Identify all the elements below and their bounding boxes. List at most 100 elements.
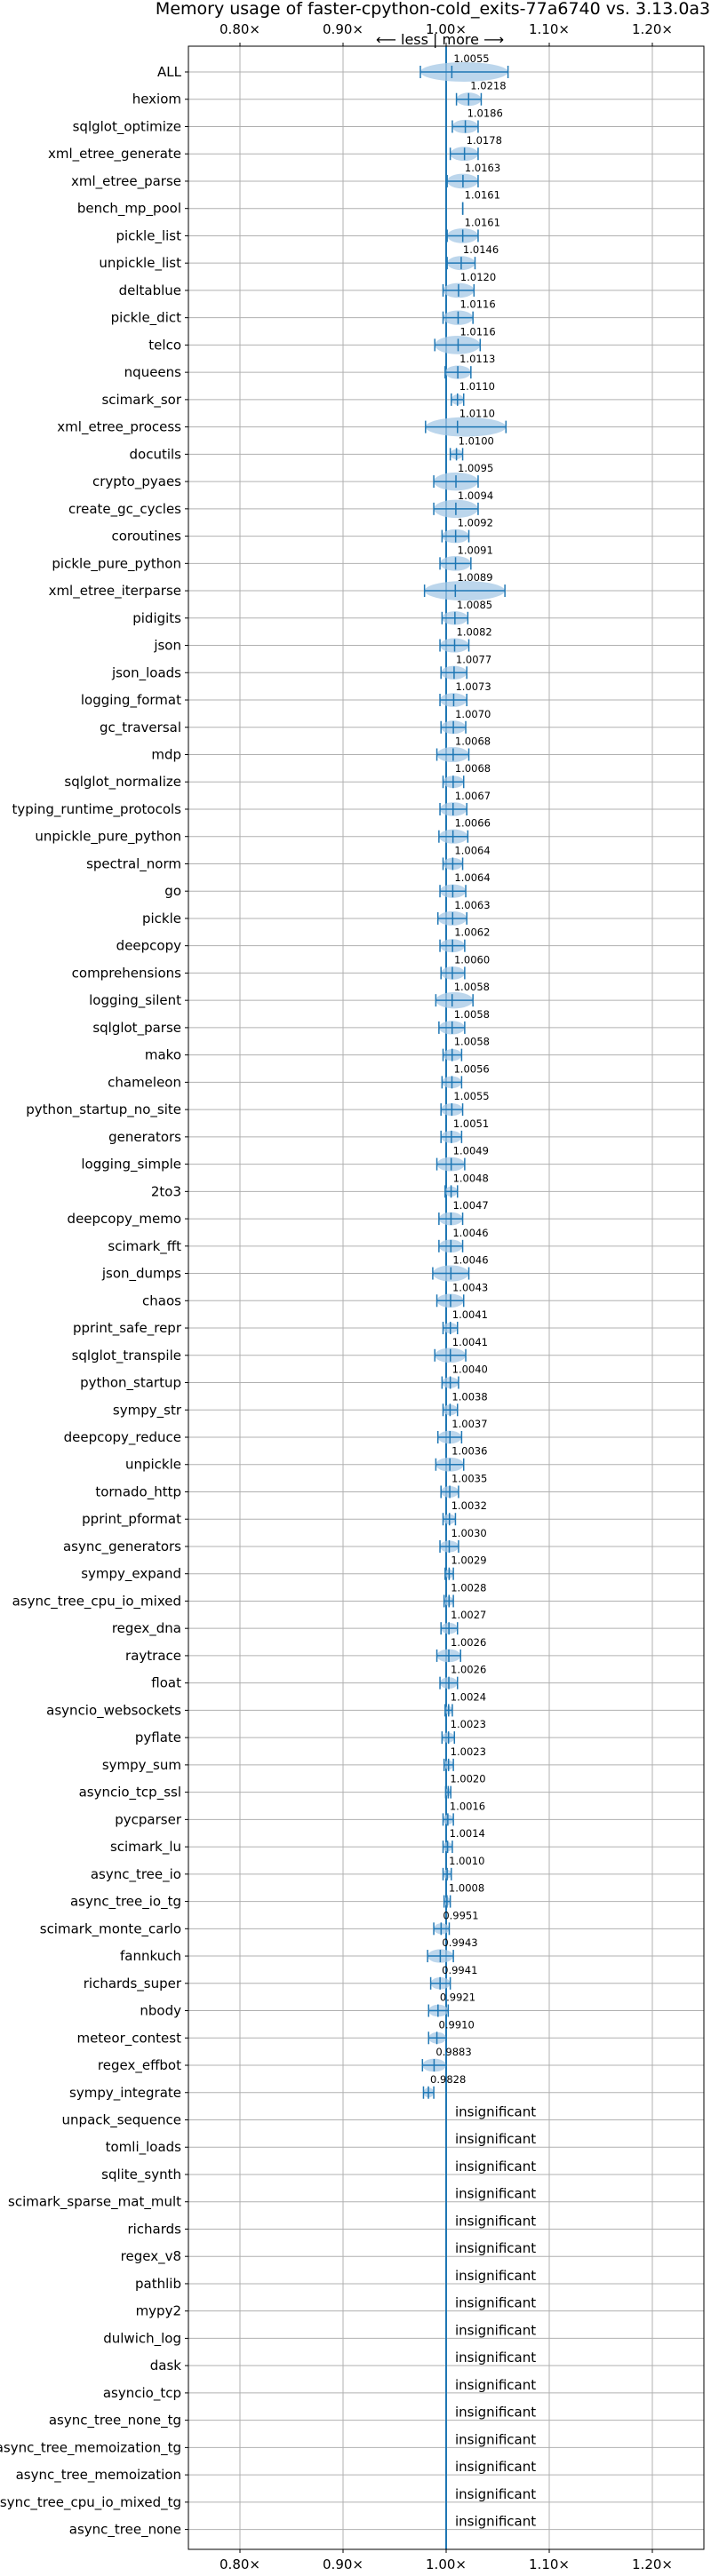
- value-label: 1.0070: [455, 708, 491, 720]
- benchmark-label: deltablue: [119, 282, 181, 298]
- value-label: 1.0023: [451, 1745, 486, 1758]
- value-label: 1.0100: [459, 434, 494, 447]
- value-label: 1.0024: [451, 1690, 486, 1703]
- value-label: 1.0046: [452, 1254, 488, 1267]
- benchmark-label: telco: [148, 337, 181, 353]
- benchmark-label: chameleon: [108, 1074, 181, 1090]
- insignificant-label: insignificant: [455, 2295, 536, 2311]
- benchmark-label: pidigits: [132, 610, 181, 626]
- insignificant-label: insignificant: [455, 2322, 536, 2338]
- value-label: 0.9910: [439, 2018, 475, 2031]
- value-label: 1.0089: [457, 571, 492, 584]
- value-label: 1.0058: [454, 981, 490, 993]
- value-label: 1.0146: [463, 243, 499, 256]
- value-label: 1.0056: [453, 1062, 489, 1075]
- value-label: 1.0048: [453, 1172, 489, 1184]
- value-label: 1.0064: [454, 844, 490, 856]
- benchmark-label: scimark_sor: [101, 392, 181, 409]
- value-label: 1.0041: [452, 1308, 488, 1321]
- value-label: 1.0095: [458, 462, 493, 474]
- benchmark-label: pprint_pformat: [82, 1511, 181, 1528]
- value-label: 1.0066: [455, 817, 491, 830]
- benchmark-label: sqlglot_normalize: [64, 774, 181, 791]
- benchmark-label: tomli_loads: [106, 2139, 182, 2156]
- benchmark-label: regex_dna: [112, 1620, 181, 1637]
- benchmark-label: sqlglot_optimize: [73, 118, 181, 135]
- label-layer: 0.80× 0.80× 0.90× 0.90× 1.00× 1.00× 1.10× 1.10×…: [0, 21, 673, 2572]
- value-label: 1.0064: [454, 871, 490, 884]
- benchmark-label: sqlglot_transpile: [72, 1348, 181, 1364]
- benchmark-label: sympy_integrate: [69, 2085, 181, 2102]
- benchmark-label: asyncio_tcp: [103, 2385, 181, 2402]
- insignificant-label: insignificant: [455, 2349, 536, 2365]
- benchmark-label: scimark_lu: [110, 1839, 181, 1856]
- value-label: 1.0113: [459, 353, 495, 365]
- benchmark-label: mypy2: [136, 2303, 181, 2319]
- benchmark-label: unpickle_pure_python: [35, 829, 181, 846]
- benchmark-label: xml_etree_parse: [71, 173, 181, 190]
- x-tick-label-bottom: 1.10×: [529, 2556, 570, 2572]
- value-label: 1.0046: [452, 1227, 488, 1239]
- insignificant-label: insignificant: [455, 2514, 536, 2530]
- benchmark-label: async_generators: [63, 1538, 181, 1555]
- benchmark-label: sympy_sum: [102, 1757, 181, 1774]
- benchmark-label: scimark_monte_carlo: [40, 1920, 181, 1937]
- benchmark-label: python_startup_no_site: [26, 1101, 181, 1118]
- value-label: 1.0055: [453, 52, 489, 65]
- value-label: 1.0047: [452, 1199, 488, 1212]
- benchmark-label: scimark_sparse_mat_mult: [8, 2194, 181, 2211]
- value-label: 1.0073: [455, 680, 491, 693]
- value-label: 1.0058: [454, 1008, 490, 1021]
- benchmark-label: pickle: [142, 910, 181, 926]
- x-tick-label-bottom: 1.20×: [632, 2556, 673, 2572]
- x-tick-label-top: 0.90×: [323, 21, 363, 37]
- benchmark-label: hexiom: [132, 91, 181, 107]
- benchmark-label: xml_etree_iterparse: [49, 583, 181, 600]
- benchmark-label: json_dumps: [101, 1266, 181, 1283]
- benchmark-label: xml_etree_generate: [48, 146, 181, 163]
- value-label: 1.0161: [465, 216, 500, 228]
- value-label: 1.0032: [451, 1499, 487, 1512]
- benchmark-label: async_tree_cpu_io_mixed: [12, 1593, 181, 1610]
- value-label: 1.0218: [470, 80, 506, 92]
- insignificant-label: insignificant: [455, 2186, 536, 2202]
- benchmark-label: asyncio_websockets: [46, 1702, 181, 1719]
- insignificant-label: insignificant: [455, 2377, 536, 2393]
- benchmark-label: typing_runtime_protocols: [12, 801, 181, 818]
- x-tick-label-top: 1.10×: [529, 21, 570, 37]
- benchmark-label: async_tree_none_tg: [49, 2413, 181, 2429]
- value-label: 1.0062: [454, 926, 490, 939]
- insignificant-label: insignificant: [455, 2486, 536, 2502]
- value-label: 1.0035: [451, 1472, 487, 1484]
- value-label: 1.0023: [451, 1718, 486, 1730]
- insignificant-label: insignificant: [455, 2240, 536, 2256]
- value-label: 1.0110: [459, 408, 495, 420]
- x-tick-label-bottom: 0.90×: [323, 2556, 363, 2572]
- value-label: 1.0063: [454, 899, 490, 911]
- benchmark-label: regex_v8: [121, 2248, 181, 2265]
- benchmark-label: ALL: [157, 64, 182, 80]
- value-label: 0.9943: [442, 1936, 477, 1949]
- benchmark-label: async_tree_memoization: [16, 2467, 181, 2484]
- chart-title: Memory usage of faster-cpython-cold_exit…: [156, 0, 711, 19]
- benchmark-label: sqlglot_parse: [92, 1020, 181, 1037]
- benchmark-label: mako: [145, 1047, 181, 1063]
- benchmark-label: generators: [108, 1129, 181, 1145]
- value-label: 1.0041: [452, 1336, 488, 1348]
- benchmark-label: pickle_dict: [111, 310, 181, 327]
- benchmark-label: scimark_fft: [108, 1238, 181, 1255]
- value-label: 1.0091: [458, 544, 493, 556]
- value-label: 1.0014: [450, 1827, 485, 1840]
- value-label: 1.0067: [455, 790, 491, 802]
- benchmark-label: gc_traversal: [100, 720, 181, 736]
- value-label: 1.0110: [459, 380, 495, 393]
- insignificant-label: insignificant: [455, 2131, 536, 2147]
- value-label: 1.0043: [452, 1281, 488, 1293]
- benchmark-label: fannkuch: [120, 1948, 181, 1964]
- value-label: 1.0161: [465, 189, 500, 202]
- benchmark-label: pickle_pure_python: [52, 555, 181, 572]
- value-label: 1.0092: [458, 517, 493, 529]
- x-tick-label-top: 1.00×: [426, 21, 467, 37]
- value-label: 1.0058: [454, 1036, 490, 1048]
- benchmark-label: json_loads: [111, 664, 181, 681]
